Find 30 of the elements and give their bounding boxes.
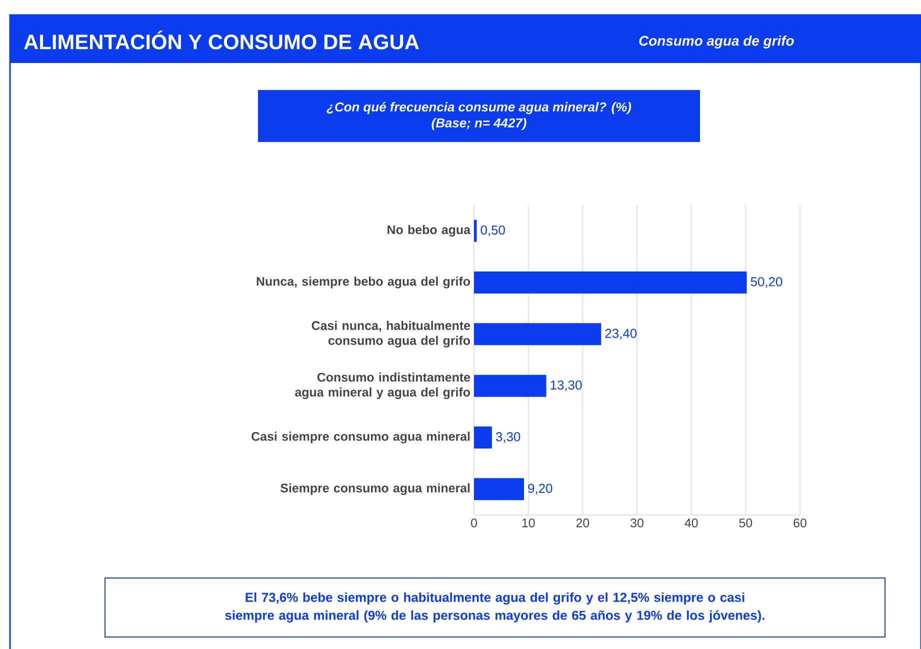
data-label: 23,40 [605, 328, 637, 340]
bar [474, 374, 546, 397]
data-label: 0,50 [480, 225, 505, 236]
data-label: 3,30 [496, 432, 520, 443]
bar [474, 323, 602, 346]
x-tick-label: 0 [471, 518, 477, 528]
bar [474, 220, 477, 242]
bar [474, 271, 747, 294]
data-label: 13,30 [550, 380, 582, 392]
x-tick-label: 60 [794, 518, 806, 528]
y-tick-label: Nunca, siempre bebo agua del grifo [256, 276, 470, 288]
y-tick-label: Casi nunca, habitualmente consumo agua del grifo [312, 320, 470, 348]
x-tick-label: 30 [630, 518, 644, 528]
text: ALIMENTACIÓN Y CONSUMO DE AGUA [24, 30, 419, 50]
data-label: 9,20 [528, 484, 552, 494]
text: (Base; n= 4427) [432, 118, 526, 130]
y-tick-label: Siempre consumo agua mineral [280, 483, 470, 495]
y-tick-label: No bebo agua [388, 224, 471, 237]
text: ¿Con qué frecuencia consume agua mineral? (%) [326, 102, 632, 114]
text: El 73,6% bebe siempre o habitualmente agua del grifo y el 12,5% siempre o casi siempre agua mineral (9% de las personas mayores de 65 años y 19% de los jóvenes). [225, 592, 764, 623]
bar [474, 478, 524, 500]
bar [474, 426, 492, 448]
x-tick-label: 50 [739, 518, 752, 528]
data-label: 50,20 [750, 277, 782, 288]
x-tick-label: 10 [522, 518, 535, 528]
x-tick-label: 40 [684, 518, 698, 528]
chart-subtitle: Consumo agua de grifo [639, 35, 794, 48]
y-tick-label: Casi siempre consumo agua mineral [252, 432, 470, 444]
y-tick-label: Consumo indistintamente agua mineral y agua del grifo [295, 372, 470, 400]
x-tick-label: 20 [576, 518, 590, 528]
